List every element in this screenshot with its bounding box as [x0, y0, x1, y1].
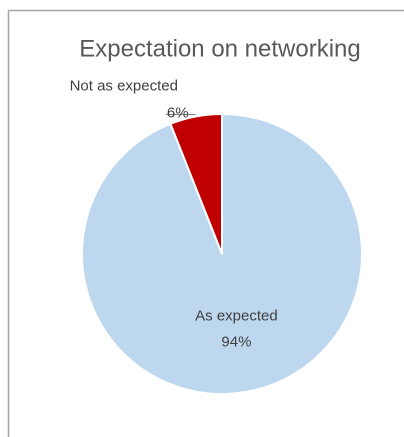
data-label-value: 6%: [167, 104, 189, 121]
data-label-category: Not as expected: [70, 77, 178, 94]
data-label-category: As expected: [195, 308, 278, 325]
chart-title: Expectation on networking: [79, 35, 361, 62]
data-label-value: 94%: [221, 334, 251, 351]
pie-slice: [169, 112, 223, 255]
